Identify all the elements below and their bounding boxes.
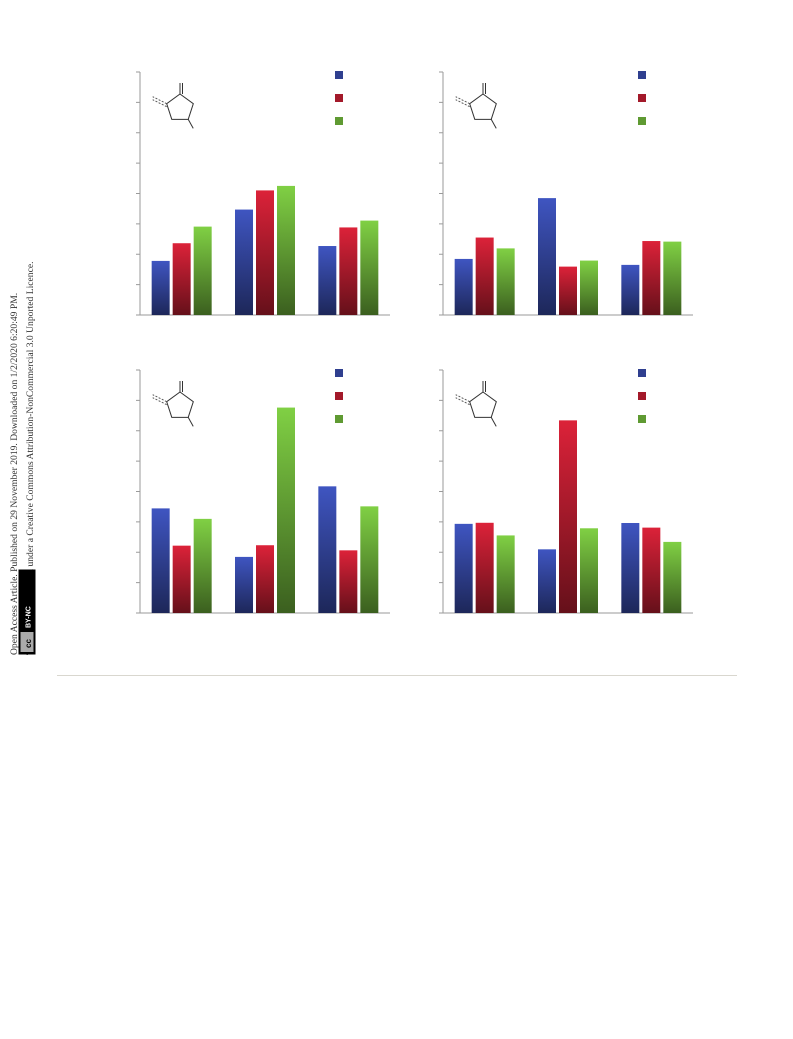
- chart-panel-6: [90, 356, 400, 656]
- bar-5c-hut-78: [580, 260, 598, 315]
- license-notice-line2: This article is licensed under a Creativ…: [25, 261, 36, 655]
- bar-7c-u-937: [496, 535, 515, 613]
- bar-7a-colo-720l: [621, 522, 640, 613]
- bar-6a-u-937: [151, 508, 170, 613]
- bar-6c-u-937: [193, 518, 212, 613]
- thione-bond: [187, 119, 194, 129]
- bar-4c-colo-720l: [360, 220, 379, 315]
- legend-swatch-7c: [638, 415, 646, 423]
- bar-4c-u-937: [193, 226, 212, 315]
- bar-7b-hut-78: [559, 420, 577, 613]
- thione-bond: [490, 417, 497, 427]
- thione-bond: [490, 119, 497, 129]
- exocyclic-bond: [152, 394, 167, 403]
- structure-icon: [455, 83, 497, 129]
- bar-5a-hut-78: [538, 198, 556, 315]
- legend-swatch-5c: [638, 117, 646, 125]
- structure-ring: [469, 391, 497, 418]
- exocyclic-bond: [152, 397, 167, 406]
- bar-5c-colo-720l: [663, 241, 682, 315]
- thione-bond: [187, 417, 194, 427]
- bar-4b-hut-78: [256, 190, 274, 315]
- legend-swatch-5a: [638, 71, 646, 79]
- exocyclic-bond: [455, 394, 470, 403]
- bar-4a-hut-78: [235, 209, 253, 315]
- cc-badge-text: BY-NC: [26, 606, 33, 628]
- legend-swatch-4c: [335, 117, 343, 125]
- exocyclic-bond: [455, 96, 470, 105]
- chart-7-svg: [439, 369, 693, 614]
- chart-6-svg: [136, 369, 390, 614]
- bar-4a-u-937: [151, 260, 170, 315]
- bar-7b-u-937: [475, 522, 494, 613]
- bar-7c-hut-78: [580, 528, 598, 613]
- chart-panel-4: [90, 58, 400, 358]
- bar-6a-hut-78: [235, 556, 253, 613]
- license-notice: Open Access Article. Published on 29 Nov…: [0, 0, 40, 660]
- cc-icon: cc: [24, 639, 33, 648]
- cc-license-badge[interactable]: cc BY-NC: [18, 569, 36, 655]
- bar-5a-u-937: [454, 258, 473, 315]
- bar-6c-colo-720l: [360, 506, 379, 613]
- legend-swatch-6b: [335, 392, 343, 400]
- exocyclic-bond: [455, 99, 470, 108]
- legend-swatch-4a: [335, 71, 343, 79]
- chart-5-svg: [439, 71, 693, 316]
- exocyclic-bond: [152, 96, 167, 105]
- bar-6b-u-937: [172, 545, 191, 613]
- bar-5b-u-937: [475, 237, 494, 315]
- bar-4b-u-937: [172, 243, 191, 315]
- legend-swatch-7a: [638, 369, 646, 377]
- structure-ring: [166, 93, 194, 120]
- chart-4-svg: [136, 71, 390, 316]
- bar-7b-colo-720l: [642, 527, 661, 613]
- bar-4c-hut-78: [277, 185, 295, 315]
- structure-icon: [455, 381, 497, 427]
- chart-panel-5: [393, 58, 703, 358]
- structure-ring: [166, 391, 194, 418]
- legend-swatch-6a: [335, 369, 343, 377]
- exocyclic-bond: [455, 397, 470, 406]
- bar-5b-hut-78: [559, 266, 577, 315]
- bar-6b-colo-720l: [339, 550, 358, 613]
- bar-4b-colo-720l: [339, 227, 358, 315]
- bar-4a-colo-720l: [318, 246, 337, 315]
- bar-7c-colo-720l: [663, 541, 682, 613]
- legend-swatch-5b: [638, 94, 646, 102]
- bar-6c-hut-78: [277, 407, 295, 613]
- legend-swatch-4b: [335, 94, 343, 102]
- bar-6a-colo-720l: [318, 486, 337, 613]
- bar-7a-hut-78: [538, 549, 556, 613]
- chart-panel-7: [393, 356, 703, 656]
- bar-5c-u-937: [496, 248, 515, 315]
- figure-ld50-charts: [90, 58, 750, 648]
- legend-swatch-6c: [335, 415, 343, 423]
- bar-5b-colo-720l: [642, 241, 661, 315]
- bar-6b-hut-78: [256, 545, 274, 613]
- legend-swatch-7b: [638, 392, 646, 400]
- exocyclic-bond: [152, 99, 167, 108]
- page-divider: [57, 675, 737, 676]
- structure-icon: [152, 381, 194, 427]
- structure-icon: [152, 83, 194, 129]
- license-notice-line1: Open Access Article. Published on 29 Nov…: [9, 293, 20, 655]
- bar-7a-u-937: [454, 523, 473, 613]
- structure-ring: [469, 93, 497, 120]
- bar-5a-colo-720l: [621, 264, 640, 315]
